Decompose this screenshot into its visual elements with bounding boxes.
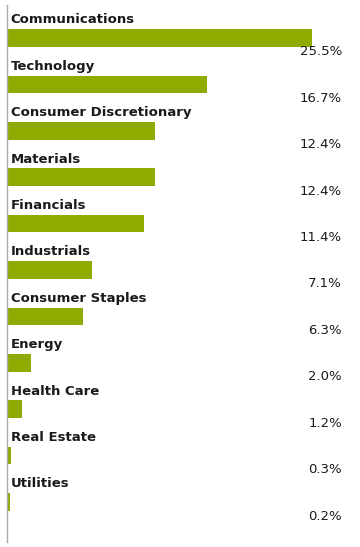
Bar — [7, 447, 11, 464]
Text: 2.0%: 2.0% — [309, 370, 342, 383]
Bar — [7, 307, 82, 325]
Text: Energy: Energy — [11, 338, 63, 351]
Text: Utilities: Utilities — [11, 478, 69, 491]
Bar — [7, 168, 156, 186]
Text: 12.4%: 12.4% — [300, 138, 342, 151]
Text: Industrials: Industrials — [11, 246, 91, 258]
Bar — [7, 261, 92, 279]
Text: 16.7%: 16.7% — [300, 92, 342, 105]
Text: Consumer Staples: Consumer Staples — [11, 292, 146, 305]
Text: Financials: Financials — [11, 199, 86, 212]
Text: Technology: Technology — [11, 60, 95, 73]
Text: Health Care: Health Care — [11, 385, 99, 398]
Text: 12.4%: 12.4% — [300, 185, 342, 197]
Bar — [7, 493, 10, 511]
Bar — [7, 354, 31, 371]
Bar — [7, 215, 144, 232]
Bar — [7, 75, 207, 93]
Text: Communications: Communications — [11, 13, 135, 26]
Bar — [7, 29, 312, 47]
Text: 11.4%: 11.4% — [300, 231, 342, 244]
Text: 1.2%: 1.2% — [308, 417, 342, 430]
Text: 6.3%: 6.3% — [309, 324, 342, 337]
Bar — [7, 400, 22, 418]
Text: Consumer Discretionary: Consumer Discretionary — [11, 106, 191, 119]
Text: Real Estate: Real Estate — [11, 431, 96, 444]
Text: Materials: Materials — [11, 153, 81, 166]
Text: 0.3%: 0.3% — [309, 463, 342, 476]
Text: 0.2%: 0.2% — [309, 509, 342, 522]
Text: 7.1%: 7.1% — [308, 277, 342, 290]
Text: 25.5%: 25.5% — [300, 45, 342, 59]
Bar — [7, 122, 156, 139]
